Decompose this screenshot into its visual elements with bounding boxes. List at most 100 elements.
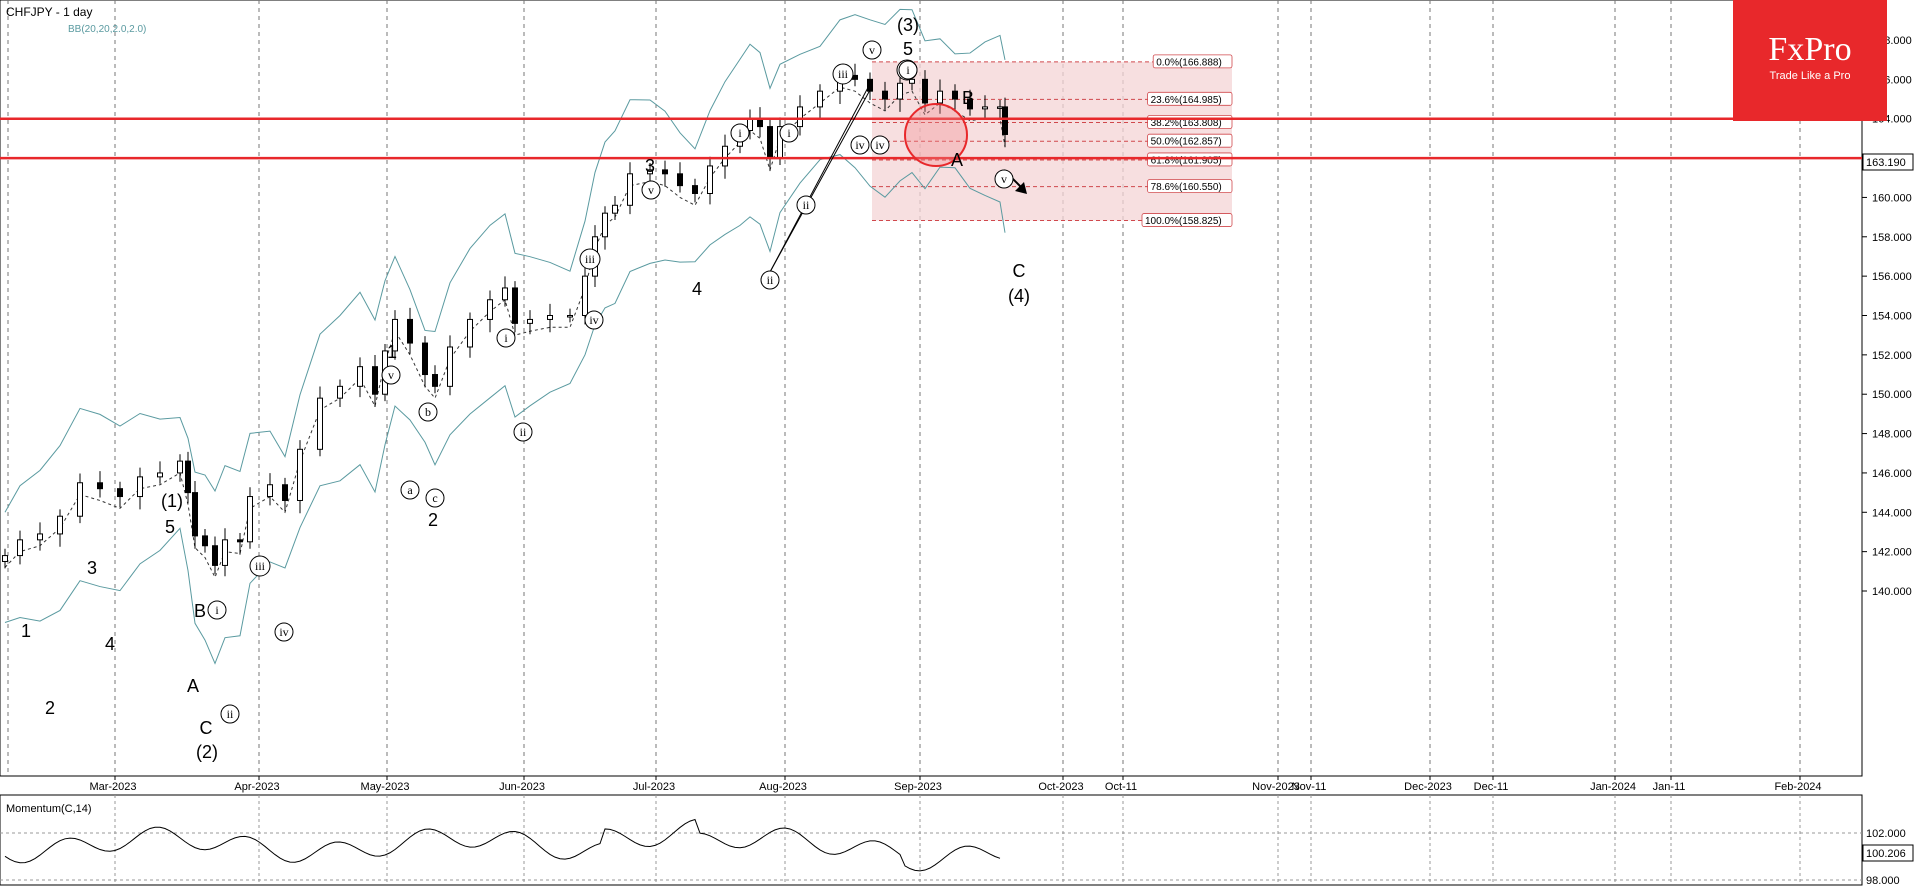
trend-line-2 <box>769 89 871 273</box>
wave-circle <box>381 365 401 385</box>
wave-circled-label: ii <box>520 425 527 439</box>
candle-body <box>97 482 103 490</box>
candle-body <box>952 90 958 100</box>
y-tick-label: 146.000 <box>1872 468 1912 480</box>
x-tick-label: Nov-2023 <box>1252 781 1300 793</box>
fib-label: 100.0%(158.825) <box>1145 216 1222 227</box>
candle-body <box>982 106 988 110</box>
wave-circle <box>898 60 918 80</box>
wave-circle <box>641 180 661 200</box>
candle-body <box>212 545 218 566</box>
wave-circle <box>850 135 870 155</box>
fib-label-box <box>1141 213 1233 227</box>
candle-body <box>392 318 398 352</box>
wave-label: (3) <box>897 15 919 35</box>
wave-circled-label: ii <box>803 198 810 212</box>
wave-label: 1 <box>21 621 31 641</box>
wave-label: A <box>951 150 963 170</box>
x-tick-label: Apr-2023 <box>234 781 279 793</box>
momentum-line <box>4 818 1001 872</box>
candle-body <box>17 539 23 557</box>
arrow-head-icon <box>1015 182 1027 194</box>
wave-label: (4) <box>1008 286 1030 306</box>
x-tick-label: Sep-2023 <box>894 781 942 793</box>
candle-body <box>487 299 493 320</box>
wave-circled-label: iii <box>838 67 849 81</box>
wave-circle <box>779 123 799 143</box>
x-axis: Mar-2023 Apr-2023 May-2023 Jun-2023 Jul-2023… <box>89 776 1822 793</box>
wave-label: 5 <box>903 39 913 59</box>
candle-body <box>502 287 508 301</box>
candlesticks <box>2 63 1008 577</box>
y-tick-label: 140.000 <box>1872 586 1912 598</box>
bollinger-middle-band <box>4 86 1006 579</box>
wave-circle <box>207 600 227 620</box>
wave-circled-label: i <box>787 126 791 140</box>
y-tick-label: 144.000 <box>1872 507 1912 519</box>
candle-body <box>267 484 273 498</box>
bollinger-lower-band <box>4 154 1006 665</box>
wave-circled-label: i <box>738 126 742 140</box>
wave-circle <box>760 270 780 290</box>
candle-body <box>317 397 323 450</box>
candle-body <box>897 82 903 100</box>
candle-body <box>647 169 653 175</box>
candle-body <box>797 106 803 128</box>
candle-body <box>185 460 191 494</box>
fibonacci-levels: 0.0%(166.888) 23.6%(164.985) 38.2%(163.808… <box>872 54 1233 227</box>
fib-label-box <box>1147 152 1233 167</box>
candle-body <box>567 315 573 318</box>
wave-circled-label: v <box>1001 172 1007 186</box>
y-tick-label: 156.000 <box>1872 271 1912 283</box>
x-tick-label: Dec-11 <box>1474 781 1509 793</box>
wave-label: 2 <box>428 510 438 530</box>
candle-body <box>527 318 533 324</box>
candle-body <box>662 169 668 175</box>
wave-circle <box>400 480 420 500</box>
wave-circle <box>579 248 601 270</box>
bollinger-upper-band <box>4 8 1006 513</box>
candle-body <box>297 448 303 501</box>
wave-circle <box>496 328 516 348</box>
wave-circled-label: iv <box>875 138 884 152</box>
wave-circled-label: iv <box>589 313 598 327</box>
fib-label: 78.6%(160.550) <box>1151 182 1222 193</box>
fxpro-logo[interactable]: FxPro Trade Like a Pro <box>1733 0 1887 121</box>
wave-circled-label: iv <box>279 625 288 639</box>
candle-body <box>882 90 888 100</box>
x-tick-label: Jan-11 <box>1653 781 1686 793</box>
candle-body <box>692 185 698 194</box>
momentum-gridlines <box>0 795 1862 885</box>
candle-body <box>707 165 713 194</box>
wave-circle <box>513 422 533 442</box>
momentum-panel <box>0 794 1863 886</box>
wave-label: 2 <box>45 698 55 718</box>
candle-body <box>57 515 63 535</box>
x-tick-label: Jan-2024 <box>1590 781 1636 793</box>
wave-circle <box>730 123 750 143</box>
y-tick-label: 160.000 <box>1872 192 1912 204</box>
wave-circled-label: v <box>648 183 654 197</box>
x-tick-label: Oct-2023 <box>1038 781 1083 793</box>
wave-circle <box>862 40 882 60</box>
wave-label: (1) <box>161 491 183 511</box>
candle-body <box>447 346 453 387</box>
last-price-badge <box>1862 153 1914 171</box>
wave-label: C <box>1013 261 1026 281</box>
wave-label: B <box>194 601 206 621</box>
wave-circled-label: iv <box>855 138 864 152</box>
wave-circle <box>220 704 240 724</box>
x-tick-label: Aug-2023 <box>759 781 807 793</box>
x-tick-label: Feb-2024 <box>1774 781 1821 793</box>
momentum-value-badge <box>1862 844 1914 862</box>
candle-body <box>282 484 288 501</box>
candle-body <box>627 173 633 206</box>
wave-circled-label: a <box>407 483 413 497</box>
momentum-tick-98: 98.000 <box>1866 875 1900 886</box>
wave-circle <box>870 135 890 155</box>
candle-body <box>602 212 608 238</box>
candle-body <box>722 145 728 167</box>
y-tick-label: 148.000 <box>1872 429 1912 441</box>
candle-body <box>157 472 163 478</box>
y-tick-label: 150.000 <box>1872 389 1912 401</box>
